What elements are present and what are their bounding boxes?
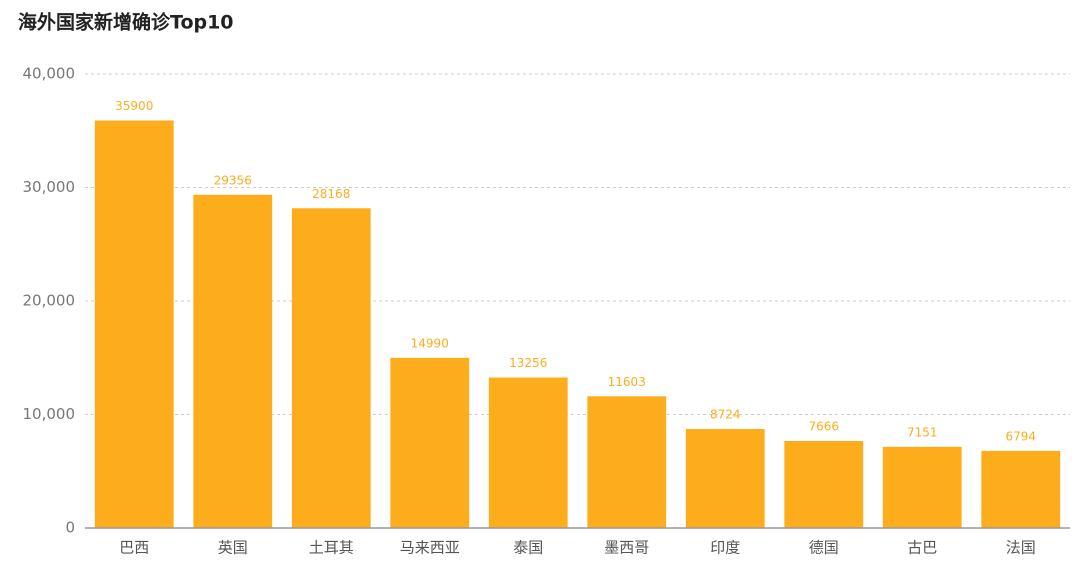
value-label: 7151 (907, 425, 938, 439)
value-label: 14990 (411, 336, 449, 350)
x-tick-label: 墨西哥 (604, 539, 649, 557)
x-tick-label: 印度 (710, 539, 740, 557)
x-tick-label: 古巴 (907, 539, 937, 557)
value-label: 8724 (710, 407, 741, 421)
x-tick-label: 德国 (809, 539, 839, 557)
value-label: 7666 (808, 419, 839, 433)
x-tick-label: 土耳其 (309, 539, 354, 557)
bar (981, 450, 1061, 528)
x-tick-label: 英国 (218, 539, 248, 557)
value-label: 6794 (1005, 429, 1036, 443)
bar (291, 208, 371, 528)
y-tick-label: 0 (65, 519, 75, 537)
bar (488, 377, 568, 528)
value-label: 29356 (214, 173, 252, 187)
y-tick-label: 30,000 (23, 178, 76, 196)
bar (587, 396, 667, 528)
x-tick-label: 泰国 (513, 539, 543, 557)
value-label: 35900 (115, 99, 153, 113)
y-tick-label: 40,000 (23, 65, 76, 83)
value-label: 28168 (312, 187, 350, 201)
x-tick-label: 巴西 (119, 539, 149, 557)
value-label: 13256 (509, 356, 547, 370)
bar (390, 357, 470, 528)
y-tick-label: 20,000 (23, 292, 76, 310)
bar (784, 440, 864, 528)
bar (193, 194, 273, 529)
y-tick-label: 10,000 (23, 405, 76, 423)
x-tick-label: 马来西亚 (400, 539, 460, 557)
value-label: 11603 (608, 375, 646, 389)
bar (882, 446, 962, 528)
chart-title: 海外国家新增确诊Top10 (18, 11, 234, 34)
bar (94, 120, 174, 528)
x-tick-label: 法国 (1006, 539, 1036, 557)
bar (685, 428, 765, 528)
